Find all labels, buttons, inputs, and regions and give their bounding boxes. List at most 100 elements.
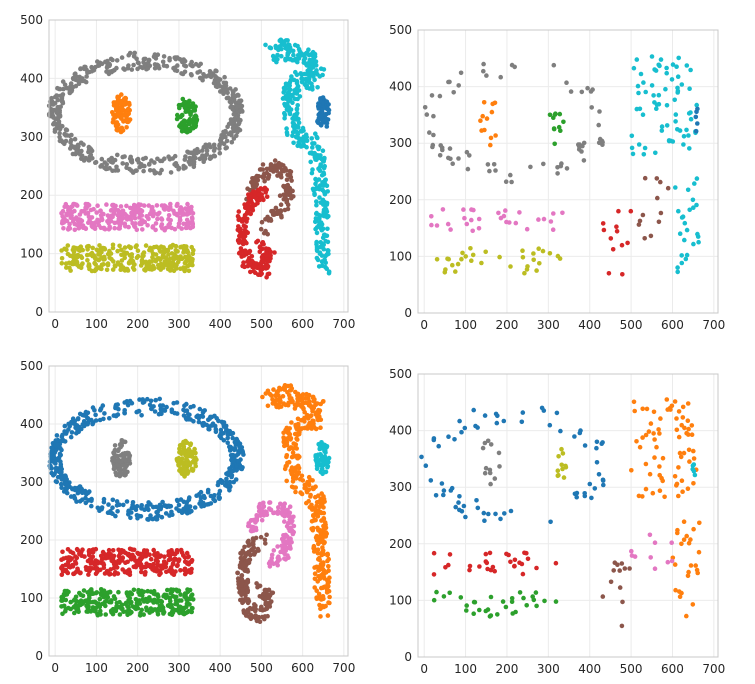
data-point [230, 446, 236, 451]
data-point [296, 116, 301, 122]
data-point [155, 562, 160, 567]
data-point [652, 566, 658, 571]
data-point [171, 65, 176, 71]
data-point [295, 463, 301, 469]
data-point [69, 430, 75, 435]
data-point [80, 422, 86, 427]
data-point [441, 594, 447, 599]
data-point [236, 459, 241, 464]
data-point [125, 402, 131, 408]
data-point [125, 552, 131, 558]
data-point [106, 502, 111, 507]
data-point [131, 261, 136, 266]
data-point [306, 52, 312, 57]
data-point [173, 598, 179, 603]
data-point [318, 240, 324, 245]
data-point [574, 494, 579, 500]
data-point [59, 447, 64, 453]
data-point [185, 600, 190, 605]
data-point [113, 203, 118, 209]
data-point [525, 264, 530, 269]
data-point [654, 176, 660, 181]
data-point [120, 606, 125, 612]
data-point [321, 523, 326, 529]
data-point [200, 76, 205, 81]
data-point [686, 447, 692, 453]
data-point [307, 79, 312, 85]
data-point [306, 76, 312, 82]
data-point [690, 463, 696, 468]
data-point [641, 152, 647, 157]
y-tick-label: 500 [389, 23, 412, 37]
data-point [49, 449, 55, 454]
data-point [312, 54, 318, 59]
data-point [253, 606, 258, 612]
data-point [596, 122, 601, 128]
data-point [284, 186, 289, 192]
data-point [109, 598, 114, 603]
data-point [309, 421, 315, 427]
data-point [218, 427, 224, 433]
data-point [278, 202, 284, 207]
data-point [663, 86, 668, 92]
data-point [247, 206, 252, 212]
data-point [268, 162, 274, 167]
data-point [217, 146, 222, 151]
data-point [114, 499, 120, 504]
data-point [246, 192, 251, 197]
x-tick-label: 700 [702, 662, 725, 676]
data-point [481, 100, 487, 105]
data-point [66, 564, 72, 570]
data-point [657, 488, 663, 494]
data-point [309, 58, 315, 63]
data-point [78, 265, 84, 271]
data-point [147, 402, 153, 408]
data-point [656, 427, 661, 432]
data-point [554, 410, 560, 416]
data-point [291, 140, 296, 146]
data-point [268, 167, 274, 173]
data-point [283, 57, 288, 63]
data-point [304, 134, 310, 140]
data-point [445, 221, 451, 227]
data-point [315, 579, 321, 584]
data-point [695, 121, 700, 126]
x-tick-label: 300 [167, 661, 190, 675]
data-point [237, 228, 242, 234]
data-point [189, 259, 194, 265]
data-point [151, 565, 157, 570]
data-point [283, 508, 288, 514]
data-point [643, 89, 648, 95]
data-point [235, 129, 240, 135]
data-point [483, 551, 489, 557]
data-point [323, 469, 329, 475]
data-point [685, 573, 691, 579]
data-point [457, 494, 462, 499]
data-point [694, 109, 699, 115]
data-point [278, 209, 284, 215]
data-point [115, 152, 120, 158]
data-point [151, 244, 157, 250]
data-point [155, 212, 161, 217]
data-point [456, 83, 462, 88]
data-point [484, 116, 490, 121]
x-tick-label: 400 [578, 662, 601, 676]
data-point [50, 459, 56, 464]
data-point [197, 406, 203, 412]
data-point [117, 243, 122, 249]
data-point [128, 515, 133, 521]
data-point [480, 113, 486, 119]
data-point [98, 208, 103, 213]
data-point [81, 588, 87, 593]
data-point [59, 475, 64, 481]
data-point [133, 597, 139, 602]
data-point [94, 210, 99, 215]
data-point [178, 205, 184, 210]
data-point [55, 93, 60, 99]
cluster-green [59, 587, 196, 618]
data-point [619, 623, 625, 629]
data-point [68, 434, 74, 440]
data-point [90, 421, 95, 427]
data-point [154, 517, 159, 522]
data-point [288, 546, 293, 551]
